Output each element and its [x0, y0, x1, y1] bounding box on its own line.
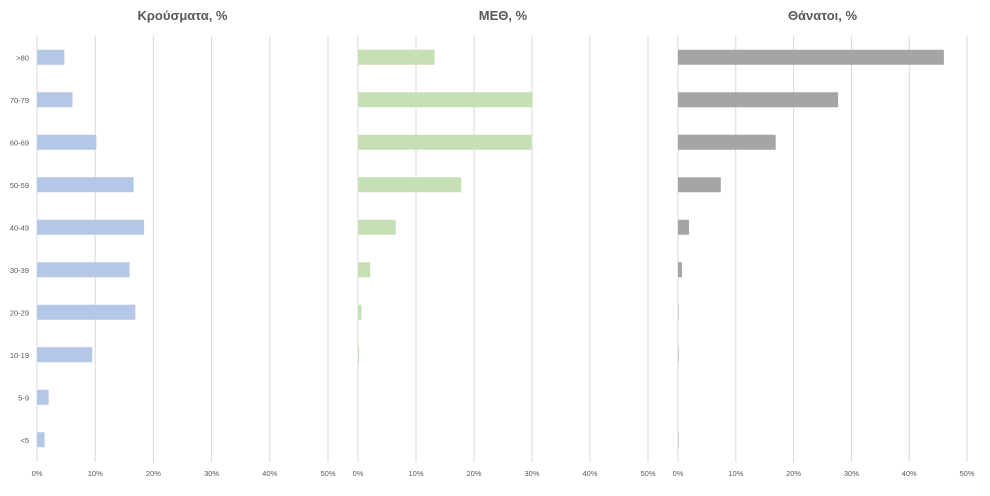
bar->80: [358, 49, 435, 65]
category-label: 10-19: [10, 351, 29, 360]
x-tick-label: 10%: [408, 469, 423, 478]
bar-<5: [37, 432, 45, 448]
bar-70-79: [37, 92, 73, 108]
bar-5-9: [37, 389, 49, 405]
x-tick-label: 50%: [640, 469, 655, 478]
x-tick-label: 40%: [582, 469, 597, 478]
bar-20-29: [37, 304, 136, 320]
x-tick-label: 20%: [146, 469, 161, 478]
bar-70-79: [678, 92, 839, 108]
x-tick-label: 30%: [204, 469, 219, 478]
bar-40-49: [37, 219, 145, 235]
bar-40-49: [678, 219, 689, 235]
bar-10-19: [37, 347, 93, 363]
category-label: <5: [20, 436, 29, 445]
x-tick-label: 40%: [902, 469, 917, 478]
x-tick-label: 50%: [959, 469, 974, 478]
bar-20-29: [358, 304, 362, 320]
bar-50-59: [37, 177, 134, 193]
bar-50-59: [678, 177, 721, 193]
bar-60-69: [358, 134, 532, 150]
category-label: 60-69: [10, 138, 29, 147]
category-label: 20-29: [10, 308, 29, 317]
panel-title: Κρούσματα, %: [138, 8, 228, 23]
category-label: 70-79: [10, 96, 29, 105]
bar-<5: [678, 432, 679, 448]
bar-70-79: [358, 92, 533, 108]
x-tick-label: 30%: [844, 469, 859, 478]
bar-40-49: [358, 219, 396, 235]
x-tick-label: 40%: [262, 469, 277, 478]
x-tick-label: 0%: [353, 469, 364, 478]
category-label: 30-39: [10, 266, 29, 275]
x-tick-label: 0%: [673, 469, 684, 478]
x-tick-label: 20%: [466, 469, 481, 478]
bar-10-19: [678, 347, 679, 363]
bar-60-69: [37, 134, 97, 150]
panel-title: ΜΕΘ, %: [479, 8, 528, 23]
bar-30-39: [358, 262, 371, 278]
category-label: 40-49: [10, 223, 29, 232]
x-tick-label: 20%: [786, 469, 801, 478]
bar-30-39: [37, 262, 130, 278]
x-tick-label: 30%: [524, 469, 539, 478]
x-tick-label: 10%: [728, 469, 743, 478]
bar->80: [678, 49, 944, 65]
bar-60-69: [678, 134, 776, 150]
bar-30-39: [678, 262, 683, 278]
category-label: 5-9: [18, 393, 29, 402]
bar-10-19: [358, 347, 360, 363]
category-label: 50-59: [10, 181, 29, 190]
bar-20-29: [678, 304, 679, 320]
bar-50-59: [358, 177, 462, 193]
x-tick-label: 0%: [32, 469, 43, 478]
panel-title: Θάνατοι, %: [788, 8, 858, 23]
x-tick-label: 50%: [320, 469, 335, 478]
category-label: >80: [16, 53, 29, 62]
x-tick-label: 10%: [88, 469, 103, 478]
bar->80: [37, 49, 65, 65]
